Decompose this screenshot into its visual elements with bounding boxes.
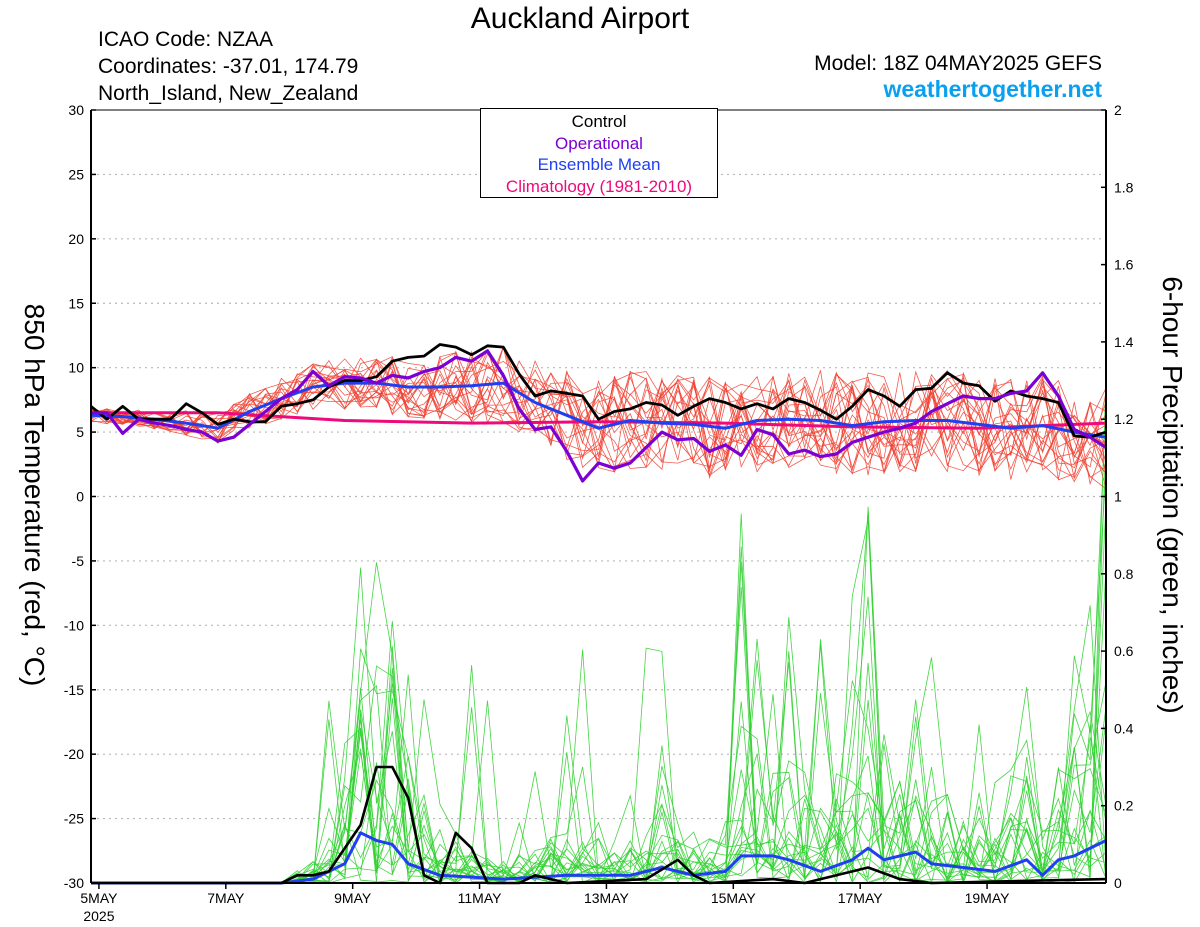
x-tick-label: 7MAY bbox=[207, 890, 245, 906]
legend-control: Control bbox=[571, 112, 627, 131]
coordinates: Coordinates: -37.01, 174.79 bbox=[98, 55, 359, 78]
y-axis-label-right: 6-hour Precipitation (green, inches) bbox=[1157, 276, 1188, 714]
y-tick-label: 5 bbox=[76, 424, 84, 440]
y2-tick-label: 0.2 bbox=[1114, 798, 1134, 814]
y-tick-label: -5 bbox=[72, 553, 85, 569]
precip-ensemble-mean-line bbox=[91, 831, 1107, 885]
temp-member-line bbox=[90, 359, 1107, 474]
precip-member-line bbox=[91, 638, 1107, 884]
y-tick-label: 30 bbox=[68, 102, 84, 118]
chart-title: Auckland Airport bbox=[470, 2, 690, 35]
y2-tick-label: 0 bbox=[1114, 875, 1122, 891]
precip-member-line bbox=[91, 647, 1107, 884]
precip-member-line bbox=[91, 616, 1107, 884]
y-tick-label: -15 bbox=[64, 682, 84, 698]
x-year-label: 2025 bbox=[83, 908, 114, 924]
precip-member-line bbox=[91, 500, 1107, 884]
x-tick-label: 9MAY bbox=[334, 890, 372, 906]
temp-member-line bbox=[90, 359, 1107, 488]
precip-member-line bbox=[91, 620, 1107, 884]
precip-member-line bbox=[91, 651, 1107, 884]
website-link[interactable]: weathertogether.net bbox=[883, 76, 1102, 102]
region-name: North_Island, New_Zealand bbox=[98, 82, 359, 105]
y-tick-label: -10 bbox=[64, 617, 84, 633]
y-tick-label: -25 bbox=[64, 811, 84, 827]
temp-control-line bbox=[90, 343, 1107, 439]
y2-tick-label: 1 bbox=[1114, 489, 1122, 505]
chart-grid bbox=[91, 173, 1106, 820]
temp-member-line bbox=[90, 358, 1107, 490]
temp-operational-line bbox=[91, 349, 1107, 483]
x-tick-label: 19MAY bbox=[965, 890, 1011, 906]
temp-ensemble-mean-line bbox=[90, 381, 1107, 439]
y-tick-label: 10 bbox=[68, 360, 84, 376]
y-tick-label: -20 bbox=[64, 746, 84, 762]
y-axis-label-left: 850 hPa Temperature (red, °C) bbox=[19, 303, 50, 687]
legend-climatology: Climatology (1981-2010) bbox=[505, 176, 693, 196]
y2-tick-label: 0.6 bbox=[1114, 643, 1134, 659]
chart-axes: 302520151050-5-10-15-20-25-3021.81.61.41… bbox=[64, 102, 1134, 924]
y-tick-label: 25 bbox=[68, 166, 84, 182]
y2-tick-label: 2 bbox=[1114, 102, 1122, 118]
icao-code: ICAO Code: NZAA bbox=[98, 28, 274, 51]
legend-ensemble-mean: Ensemble Mean bbox=[537, 155, 661, 174]
chart-legend: Control Operational Ensemble Mean Climat… bbox=[480, 108, 718, 198]
legend-operational: Operational bbox=[555, 133, 643, 153]
y-tick-label: -30 bbox=[64, 875, 84, 891]
y2-tick-label: 1.6 bbox=[1114, 257, 1134, 273]
model-run: Model: 18Z 04MAY2025 GEFS bbox=[814, 52, 1102, 75]
x-tick-label: 17MAY bbox=[838, 890, 884, 906]
precip-member-line bbox=[91, 725, 1107, 884]
y2-tick-label: 1.2 bbox=[1114, 411, 1134, 427]
precip-member-line bbox=[91, 639, 1107, 884]
y2-tick-label: 1.4 bbox=[1114, 334, 1134, 350]
x-tick-label: 5MAY bbox=[80, 890, 118, 906]
x-tick-label: 11MAY bbox=[458, 890, 502, 906]
precip-member-line bbox=[91, 470, 1107, 884]
series-lines bbox=[90, 343, 1107, 885]
precip-member-line bbox=[91, 648, 1107, 884]
y-tick-label: 0 bbox=[76, 489, 84, 505]
temp-member-line bbox=[90, 348, 1107, 475]
y2-tick-label: 0.4 bbox=[1114, 720, 1134, 736]
x-tick-label: 15MAY bbox=[711, 890, 757, 906]
y-tick-label: 15 bbox=[68, 295, 84, 311]
y2-tick-label: 0.8 bbox=[1114, 566, 1134, 582]
precip-member-line bbox=[91, 404, 1107, 884]
x-tick-label: 13MAY bbox=[584, 890, 630, 906]
precip-member-line bbox=[91, 646, 1107, 884]
y-tick-label: 20 bbox=[68, 231, 84, 247]
y2-tick-label: 1.8 bbox=[1114, 179, 1134, 195]
